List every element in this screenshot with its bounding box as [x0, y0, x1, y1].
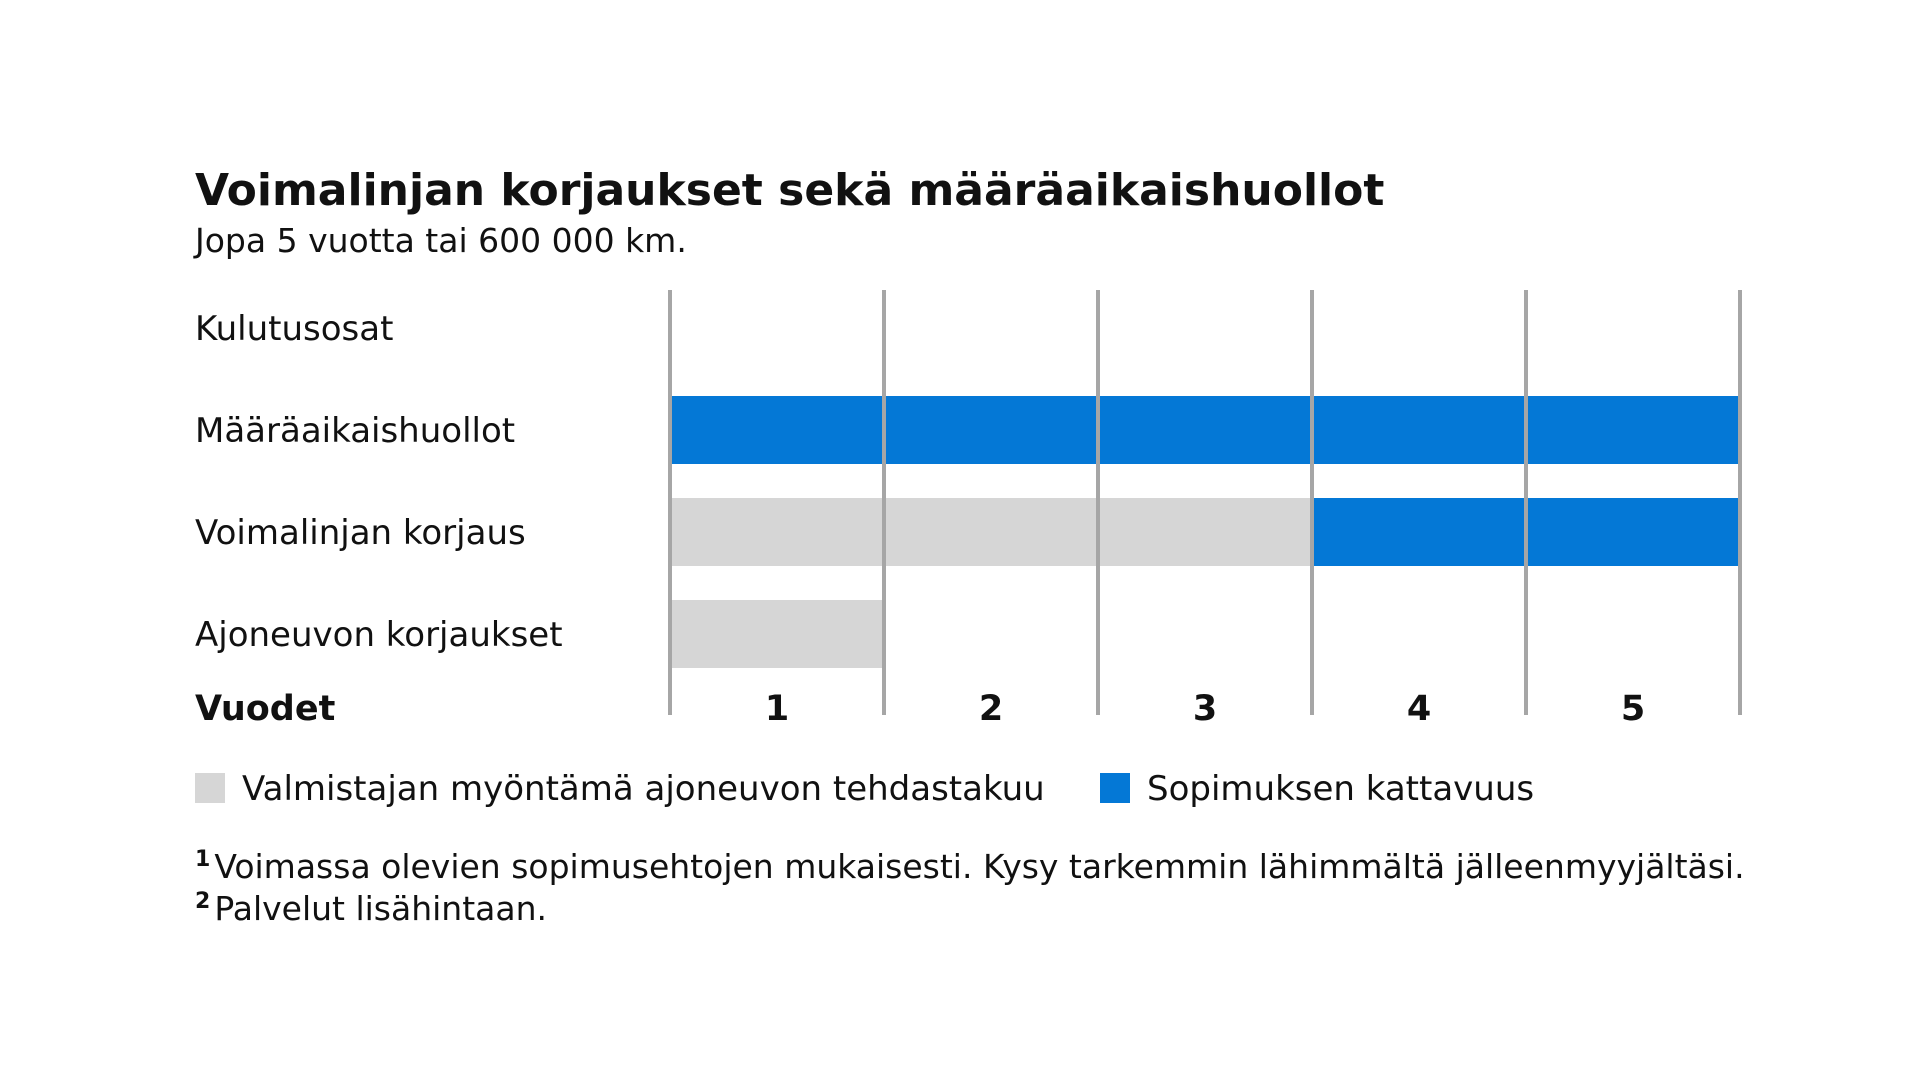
row-label-voimalinjan-korjaus: Voimalinjan korjaus: [195, 513, 526, 553]
legend-swatch-contract-coverage: [1100, 773, 1130, 803]
x-tick-label-5: 5: [1621, 689, 1645, 729]
x-tick-label-3: 3: [1193, 689, 1217, 729]
footnote-1-text: Voimassa olevien sopimusehtojen mukaises…: [214, 847, 1744, 886]
x-tick-label-4: 4: [1407, 689, 1431, 729]
x-tick-label-1: 1: [765, 689, 789, 729]
bar-voimalinjan-korjaus-factory-warranty: [670, 498, 1312, 566]
x-axis-label: Vuodet: [195, 689, 335, 729]
bar-ajoneuvon-korjaukset-factory-warranty: [670, 600, 884, 668]
footnotes: 1 Voimassa olevien sopimusehtojen mukaise…: [195, 847, 1745, 928]
footnote-1-mark: 1: [195, 847, 210, 872]
legend-label-contract-coverage: Sopimuksen kattavuus: [1147, 769, 1534, 809]
grid-layer: [668, 290, 1742, 715]
footnote-1: 1 Voimassa olevien sopimusehtojen mukaise…: [195, 847, 1745, 886]
legend: Valmistajan myöntämä ajoneuvon tehdastak…: [195, 769, 1534, 809]
x-tick-label-2: 2: [979, 689, 1003, 729]
legend-label-factory-warranty: Valmistajan myöntämä ajoneuvon tehdastak…: [242, 769, 1045, 809]
ticks-layer: 1 2 3 4 5: [765, 689, 1645, 729]
bar-maaraaikaishuollot-contract-coverage: [670, 396, 1740, 464]
row-label-kulutusosat: Kulutusosat: [195, 309, 393, 349]
legend-swatch-factory-warranty: [195, 773, 225, 803]
chart-title: Voimalinjan korjaukset sekä määräaikaish…: [195, 165, 1384, 216]
row-label-ajoneuvon-korjaukset: Ajoneuvon korjaukset: [195, 615, 563, 655]
row-labels-layer: Kulutusosat Määräaikaishuollot Voimalinjan…: [195, 309, 563, 655]
row-label-maaraaikaishuollot: Määräaikaishuollot: [195, 411, 515, 451]
footnote-2-mark: 2: [195, 889, 210, 914]
chart-subtitle: Jopa 5 vuotta tai 600 000 km.: [193, 221, 687, 260]
footnote-2: 2 Palvelut lisähintaan.: [195, 889, 547, 928]
bars-layer: [670, 396, 1740, 668]
footnote-2-text: Palvelut lisähintaan.: [214, 889, 547, 928]
